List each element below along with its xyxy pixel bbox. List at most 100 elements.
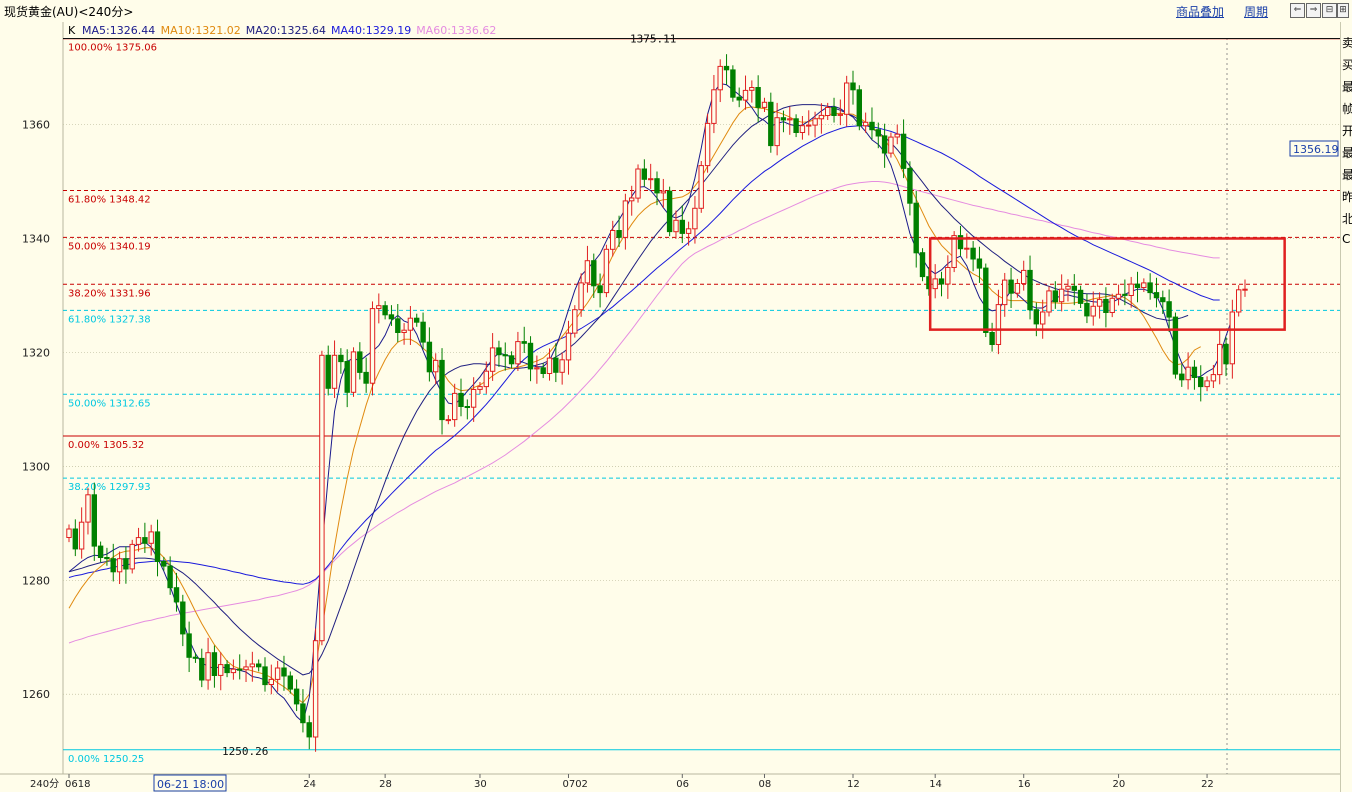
candle-up: [1242, 288, 1248, 291]
candle-up: [629, 197, 635, 202]
candle-up: [660, 190, 666, 194]
quote-panel-label: 买: [1342, 56, 1352, 73]
candle-up: [546, 357, 553, 375]
title-bar: 现货黄金(AU)<240分> 商品叠加 周期 ⇐ ⇒ ⊟ ⊞: [0, 0, 1352, 23]
candle-down: [180, 601, 186, 635]
candle-up: [578, 282, 584, 311]
candle-up: [1065, 285, 1071, 290]
candle-up: [692, 207, 698, 230]
candle-down: [521, 341, 527, 344]
candle-up: [1109, 297, 1115, 313]
candle-up: [888, 136, 894, 154]
candle-up: [787, 118, 793, 121]
fib-level-label: 38.20% 1297.93: [68, 482, 151, 493]
candle-down: [976, 258, 983, 269]
candle-up: [673, 219, 679, 233]
y-tick-label: 1320: [22, 346, 50, 359]
overlay-commodity-link[interactable]: 商品叠加: [1176, 5, 1225, 19]
candle-up: [319, 354, 325, 642]
current-price-label: 1356.19: [1293, 143, 1339, 156]
candle-down: [793, 118, 799, 134]
candle-up: [1014, 283, 1021, 294]
candle-down: [755, 87, 761, 108]
candle-down: [325, 354, 331, 389]
legend-ma-item: MA40:1329.19: [331, 24, 411, 37]
plot-background: [0, 22, 1340, 774]
zoom-out-button[interactable]: ⊟: [1322, 3, 1337, 18]
candle-down: [869, 121, 875, 131]
candle-up: [470, 389, 477, 408]
candle-down: [730, 69, 736, 98]
y-tick-label: 1340: [22, 232, 50, 245]
candle-down: [900, 133, 907, 169]
candle-up: [717, 65, 723, 91]
candle-down: [1191, 366, 1198, 379]
candle-down: [357, 351, 363, 373]
candle-down: [72, 528, 78, 550]
candle-up: [825, 107, 831, 116]
candle-up: [1141, 282, 1147, 288]
candle-up: [312, 640, 319, 738]
candle-up: [1210, 374, 1217, 382]
candle-down: [856, 89, 862, 127]
candle-up: [1115, 293, 1122, 299]
candle-up: [704, 122, 711, 167]
candle-down: [641, 168, 647, 180]
quote-panel-label: 卖: [1342, 34, 1352, 51]
quote-side-panel: 卖买最帧开最最昨北C: [1340, 22, 1352, 792]
candle-up: [274, 667, 281, 680]
candle-down: [211, 652, 218, 677]
period-label: 240分: [30, 778, 59, 790]
candle-up: [622, 200, 629, 238]
candle-down: [970, 247, 976, 260]
candle-up: [964, 247, 970, 250]
candle-down: [414, 317, 420, 323]
candle-down: [654, 178, 660, 194]
candle-down: [142, 537, 148, 544]
candle-down: [287, 675, 294, 690]
candle-down: [597, 285, 603, 294]
scroll-right-button[interactable]: ⇒: [1306, 3, 1321, 18]
candle-down: [1033, 309, 1039, 325]
candle-up: [1217, 343, 1223, 376]
candle-up: [742, 89, 749, 101]
candle-up: [610, 230, 616, 250]
candle-up: [894, 133, 900, 138]
candle-down: [768, 101, 774, 147]
y-tick-label: 1360: [22, 119, 50, 132]
candle-down: [110, 558, 116, 573]
zoom-in-button[interactable]: ⊞: [1337, 3, 1349, 18]
candle-down: [907, 167, 913, 204]
scroll-left-button[interactable]: ⇐: [1290, 3, 1305, 18]
candle-down: [1223, 343, 1229, 365]
candle-up: [268, 678, 275, 686]
candle-down: [957, 235, 964, 250]
candle-down: [382, 305, 388, 316]
candle-down: [426, 341, 433, 373]
ma10-line: [68, 106, 1201, 704]
candle-up: [584, 260, 591, 284]
candle-up: [401, 329, 407, 334]
highlight-box: [928, 237, 1286, 331]
candle-up: [129, 543, 135, 570]
candle-down: [553, 357, 559, 373]
candle-down: [913, 202, 919, 254]
period-link[interactable]: 周期: [1244, 5, 1269, 19]
candle-down: [831, 107, 837, 116]
cursor-date-label: 06-21 18:00: [157, 778, 224, 791]
candle-up: [951, 235, 957, 269]
candle-up: [445, 419, 452, 422]
candle-down: [1160, 297, 1166, 303]
candle-down: [161, 561, 167, 567]
y-tick-label: 1260: [22, 688, 50, 701]
candle-up: [534, 367, 540, 370]
candle-up: [603, 248, 610, 294]
candle-down: [591, 260, 597, 287]
candle-down: [1166, 301, 1172, 318]
legend-k-label: K: [68, 24, 76, 37]
candle-down: [1103, 298, 1109, 313]
fib-level-label: 38.20% 1331.96: [68, 288, 151, 299]
candle-down: [989, 332, 995, 345]
candle-down: [1198, 377, 1204, 388]
